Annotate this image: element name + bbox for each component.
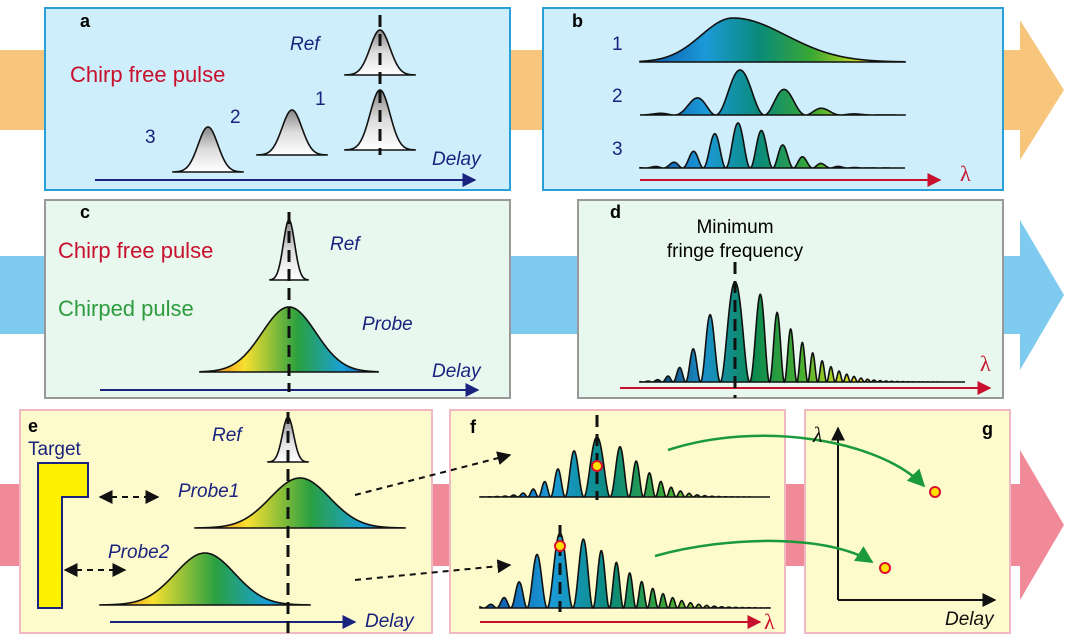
order-label: 3 [145, 127, 156, 148]
order-label: 3 [612, 139, 623, 160]
panel-label: f [470, 417, 477, 437]
axis-label: Delay [945, 609, 995, 630]
caption: Minimum [696, 217, 773, 238]
axis-label: λ [812, 422, 823, 447]
target-label: Target [28, 439, 82, 460]
order-label: 1 [315, 89, 326, 110]
axis-label: Delay [432, 361, 482, 382]
panel-label: e [28, 416, 38, 436]
pulse-title: Chirp free pulse [70, 62, 225, 87]
axis-label: λ [980, 351, 991, 376]
ref-label: Ref [212, 425, 243, 446]
order-label: 2 [230, 107, 241, 128]
pulse-title: Chirp free pulse [58, 238, 213, 263]
probe-label: Probe2 [108, 542, 170, 563]
axis-label: Delay [432, 149, 482, 170]
ref-label: Ref [330, 234, 361, 255]
panel-label: g [982, 419, 993, 439]
panel-label: c [80, 202, 90, 222]
panel-label: a [80, 11, 91, 31]
probe-label: Probe [362, 314, 413, 335]
axis-label: λ [960, 161, 971, 186]
axis-label: λ [764, 609, 775, 634]
panel-label: b [572, 11, 583, 31]
order-label: 2 [612, 86, 623, 107]
pulse-title: Chirped pulse [58, 296, 194, 321]
order-label: 1 [612, 34, 623, 55]
caption: fringe frequency [667, 241, 804, 262]
figure: a Chirp free pulse Ref 3 2 1 Delay b 1 2… [0, 0, 1068, 636]
ref-label: Ref [290, 34, 321, 55]
panel-label: d [610, 202, 621, 222]
probe-label: Probe1 [178, 481, 239, 502]
axis-label: Delay [365, 611, 415, 632]
